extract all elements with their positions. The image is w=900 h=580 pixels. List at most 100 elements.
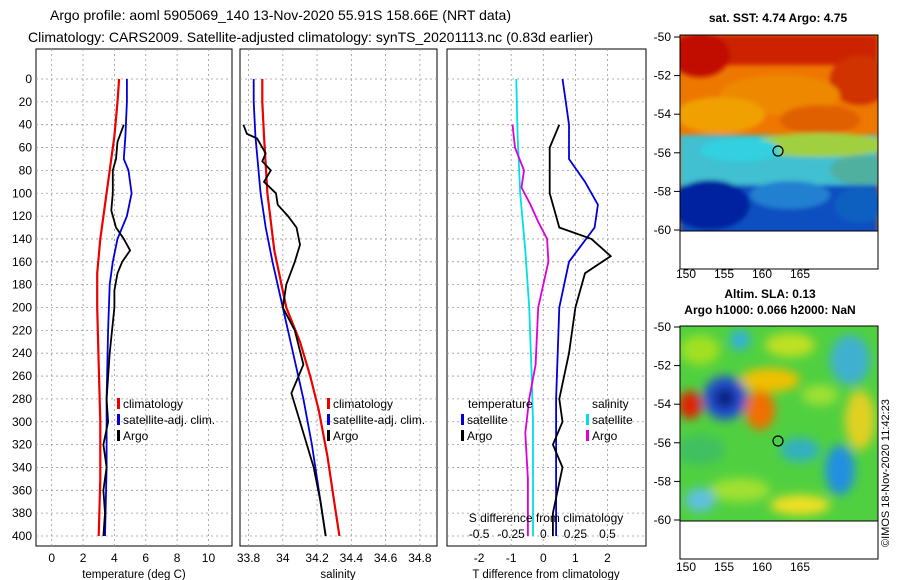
lat-tick-label: -56 <box>654 146 672 160</box>
depth-tick-label: 0 <box>25 72 32 86</box>
sal-legend-climatology-swatch <box>327 398 330 409</box>
lon-tick-label: 155 <box>714 267 734 281</box>
series-climatology <box>96 78 121 537</box>
depth-tick-label: 20 <box>19 95 33 109</box>
s-tick-label: -0.5 <box>469 527 490 541</box>
lon-tick-label: 165 <box>790 267 810 281</box>
depth-tick-label: 280 <box>12 392 32 406</box>
x-tick-label: 6 <box>142 551 149 565</box>
lat-tick-label: -58 <box>654 474 672 488</box>
depth-tick-label: 260 <box>12 369 32 383</box>
x-tick-label: 10 <box>202 551 216 565</box>
x-tick-label: 0 <box>48 551 55 565</box>
legend-satellite-swatch <box>117 414 120 425</box>
s-tick-label: 0.5 <box>599 527 616 541</box>
s-tick-label: 0 <box>540 527 547 541</box>
lat-tick-label: -50 <box>654 320 672 334</box>
x-tick-label: -2 <box>474 551 485 565</box>
x-tick-label: 2 <box>604 551 611 565</box>
lat-tick-label: -58 <box>654 184 672 198</box>
legend-argo-swatch <box>117 430 120 441</box>
depth-tick-label: 80 <box>19 163 33 177</box>
lat-tick-label: -60 <box>654 223 672 237</box>
lat-tick-label: -54 <box>654 397 672 411</box>
x-tick-label: 34 <box>276 551 290 565</box>
legend-t-satellite-swatch <box>461 414 464 425</box>
depth-tick-label: 200 <box>12 301 32 315</box>
lon-tick-label: 160 <box>752 560 772 574</box>
sal-legend-argo-label: Argo <box>333 429 359 443</box>
lat-tick-label: -56 <box>654 436 672 450</box>
title-line-1: Argo profile: aoml 5905069_140 13-Nov-20… <box>50 7 511 23</box>
depth-tick-label: 140 <box>12 232 32 246</box>
sla-map-title-1: Altim. SLA: 0.13 <box>724 287 816 301</box>
depth-tick-label: 60 <box>19 141 33 155</box>
depth-tick-label: 380 <box>12 506 32 520</box>
legend-t-argo-label: Argo <box>467 429 493 443</box>
title-line-2: Climatology: CARS2009. Satellite-adjuste… <box>28 29 593 45</box>
lat-tick-label: -60 <box>654 513 672 527</box>
legend-satellite-label: satellite-adj. clim. <box>123 413 215 427</box>
salinity-panel: 33.8 34 34.2 34.4 34.6 34.8 salinity climatol… <box>237 48 438 580</box>
depth-tick-label: 40 <box>19 118 33 132</box>
x-tick-label: -1 <box>506 551 517 565</box>
legend-climatology-swatch <box>117 398 120 409</box>
salinity-legend: climatology satellite-adj. clim. Argo <box>327 397 425 443</box>
depth-tick-label: 400 <box>12 529 32 543</box>
sst-map-nodata <box>679 230 879 270</box>
sal-legend-argo-swatch <box>327 430 330 441</box>
depth-tick-label: 320 <box>12 438 32 452</box>
series-argo <box>102 124 132 537</box>
sal-legend-satellite-label: satellite-adj. clim. <box>333 413 425 427</box>
lat-tick-label: -52 <box>654 359 672 373</box>
x-tick-label: 34.6 <box>374 551 398 565</box>
lat-tick-label: -54 <box>654 107 672 121</box>
series-t-satellite <box>555 78 599 536</box>
difference-legend: temperature satellite Argo salinity sate… <box>461 397 633 443</box>
series-argo <box>242 124 327 537</box>
sst-map: sat. SST: 4.74 Argo: 4.75 <box>654 11 879 281</box>
x-tick-label: 2 <box>80 551 87 565</box>
t-difference-axis-label: T difference from climatology <box>472 569 619 580</box>
sal-legend-climatology-label: climatology <box>333 397 393 411</box>
series-s-satellite <box>515 78 534 536</box>
depth-tick-label: 220 <box>12 323 32 337</box>
copyright-text: ©IMOS 18-Nov-2020 11:42:23 <box>880 399 892 547</box>
s-difference-axis-label: S difference from climatology <box>469 511 624 525</box>
sst-argo-marker <box>772 145 784 157</box>
salinity-axis-label: salinity <box>320 569 355 580</box>
x-tick-label: 1 <box>572 551 579 565</box>
legend-s-argo-swatch <box>586 430 589 441</box>
sla-map: Altim. SLA: 0.13 Argo h1000: 0.066 h2000… <box>654 287 879 574</box>
legend-s-argo-label: Argo <box>592 429 618 443</box>
difference-panel: -2 -1 0 1 2 -0.5 -0.25 0 0.25 0.5 T difference fr… <box>446 48 647 580</box>
sla-map-nodata <box>679 520 879 560</box>
legend-s-satellite-swatch <box>586 414 589 425</box>
x-tick-label: 34.2 <box>305 551 329 565</box>
legend-t-argo-swatch <box>461 430 464 441</box>
depth-tick-label: 300 <box>12 415 32 429</box>
depth-tick-label: 120 <box>12 209 32 223</box>
legend-t-satellite-label: satellite <box>467 413 508 427</box>
sst-heatmap <box>680 35 878 231</box>
depth-tick-label: 160 <box>12 255 32 269</box>
series-satellite-adj-clim- <box>252 79 327 537</box>
series-climatology <box>261 79 341 537</box>
series-s-argo <box>511 124 550 536</box>
s-tick-label: 0.25 <box>564 527 588 541</box>
x-tick-label: 0 <box>540 551 547 565</box>
temperature-axis-label: temperature (deg C) <box>82 569 186 580</box>
sst-map-title: sat. SST: 4.74 Argo: 4.75 <box>709 11 848 25</box>
lon-tick-label: 150 <box>676 560 696 574</box>
x-tick-label: 34.8 <box>408 551 432 565</box>
temperature-plot-area <box>35 48 233 547</box>
legend-climatology-label: climatology <box>123 397 183 411</box>
legend-salinity-title: salinity <box>592 397 629 411</box>
salinity-plot-area <box>239 48 438 547</box>
x-tick-label: 8 <box>174 551 181 565</box>
depth-tick-label: 240 <box>12 346 32 360</box>
lat-tick-label: -52 <box>654 69 672 83</box>
lon-tick-label: 165 <box>790 560 810 574</box>
temperature-panel: 0204060801001201401601802002202402602803… <box>12 48 233 580</box>
